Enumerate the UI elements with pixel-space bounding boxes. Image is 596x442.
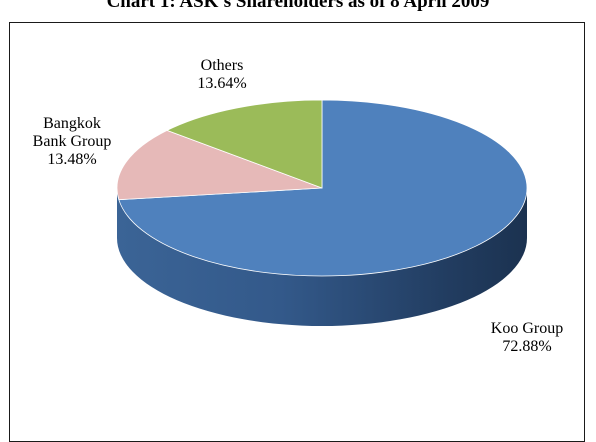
- label-koo-group: Koo Group 72.88%: [491, 320, 563, 355]
- label-bangkok-bank-group: Bangkok Bank Group 13.48%: [33, 115, 112, 168]
- pie-side-koo-group: [117, 188, 527, 326]
- pie-slice-koo-group: [118, 99, 528, 277]
- pie-slice-others: [166, 99, 323, 189]
- pie-sides: [117, 188, 527, 326]
- pie-slice-bangkok-bank-group: [116, 129, 323, 201]
- chart-title: Chart 1: ASK's Shareholders as of 8 Apri…: [106, 0, 490, 12]
- pie-labels: Others 13.64% Bangkok Bank Group 13.48% Koo G…: [33, 57, 564, 355]
- pie-tops: [116, 99, 528, 277]
- label-others: Others 13.64%: [197, 57, 246, 92]
